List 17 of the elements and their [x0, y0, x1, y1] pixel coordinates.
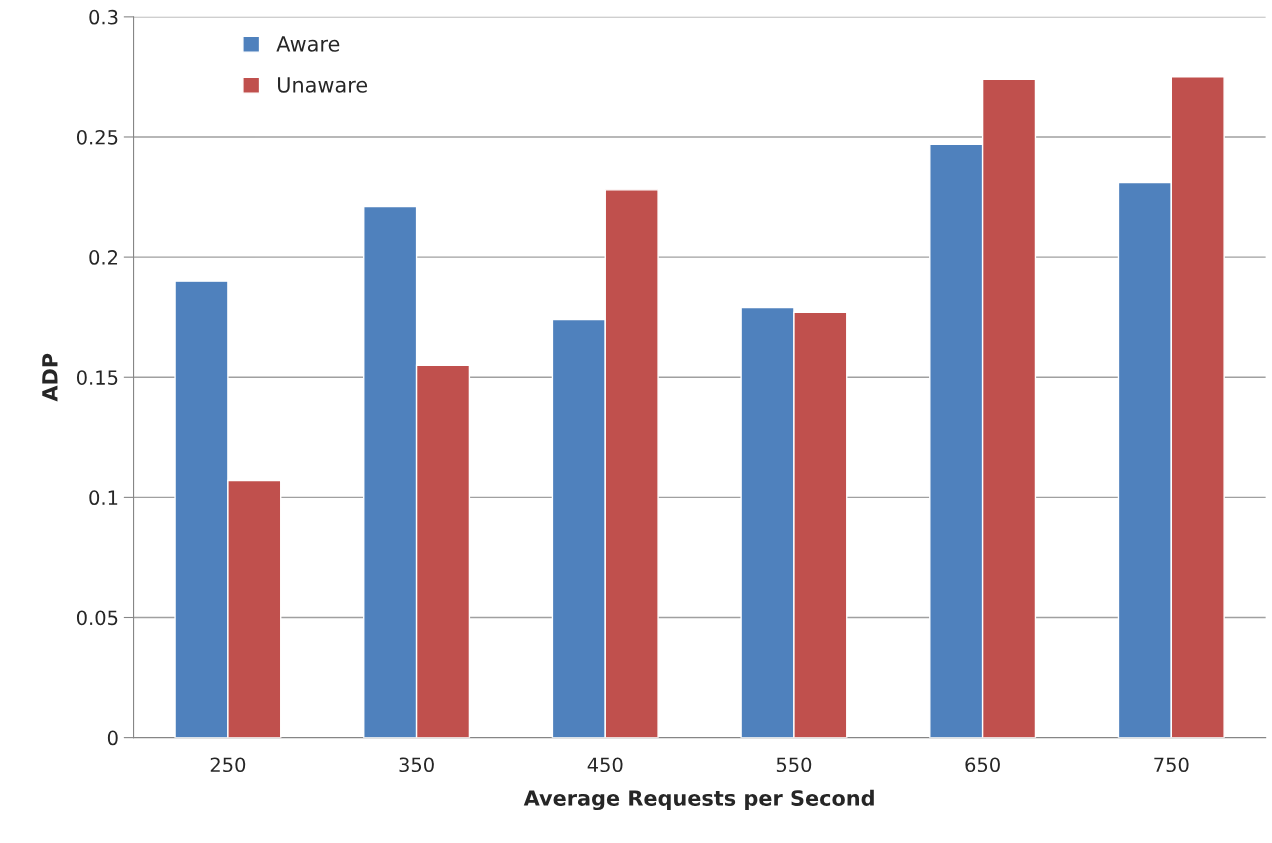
legend-label: Aware [276, 36, 340, 52]
y-tick-label: 0.25 [76, 129, 118, 145]
x-tick-label: 450 [587, 757, 623, 773]
y-tick-label: 0.05 [76, 610, 118, 626]
y-axis-title: ADP [42, 353, 58, 402]
x-tick-label: 250 [210, 757, 246, 773]
y-tick-label: 0.15 [76, 370, 118, 385]
y-tick-label: 0.3 [89, 9, 118, 25]
y-tick-label: 0.1 [89, 490, 118, 506]
legend-label: Unaware [278, 77, 368, 93]
x-tick-label: 550 [776, 757, 812, 773]
x-tick-label: 350 [399, 757, 434, 773]
x-tick-label: 650 [965, 757, 1000, 773]
x-axis-title: Average Requests per Second [523, 789, 874, 811]
x-tick-label: 750 [1154, 757, 1189, 773]
y-tick-label: 0.2 [89, 250, 118, 265]
y-tick-label: 0 [107, 730, 118, 746]
